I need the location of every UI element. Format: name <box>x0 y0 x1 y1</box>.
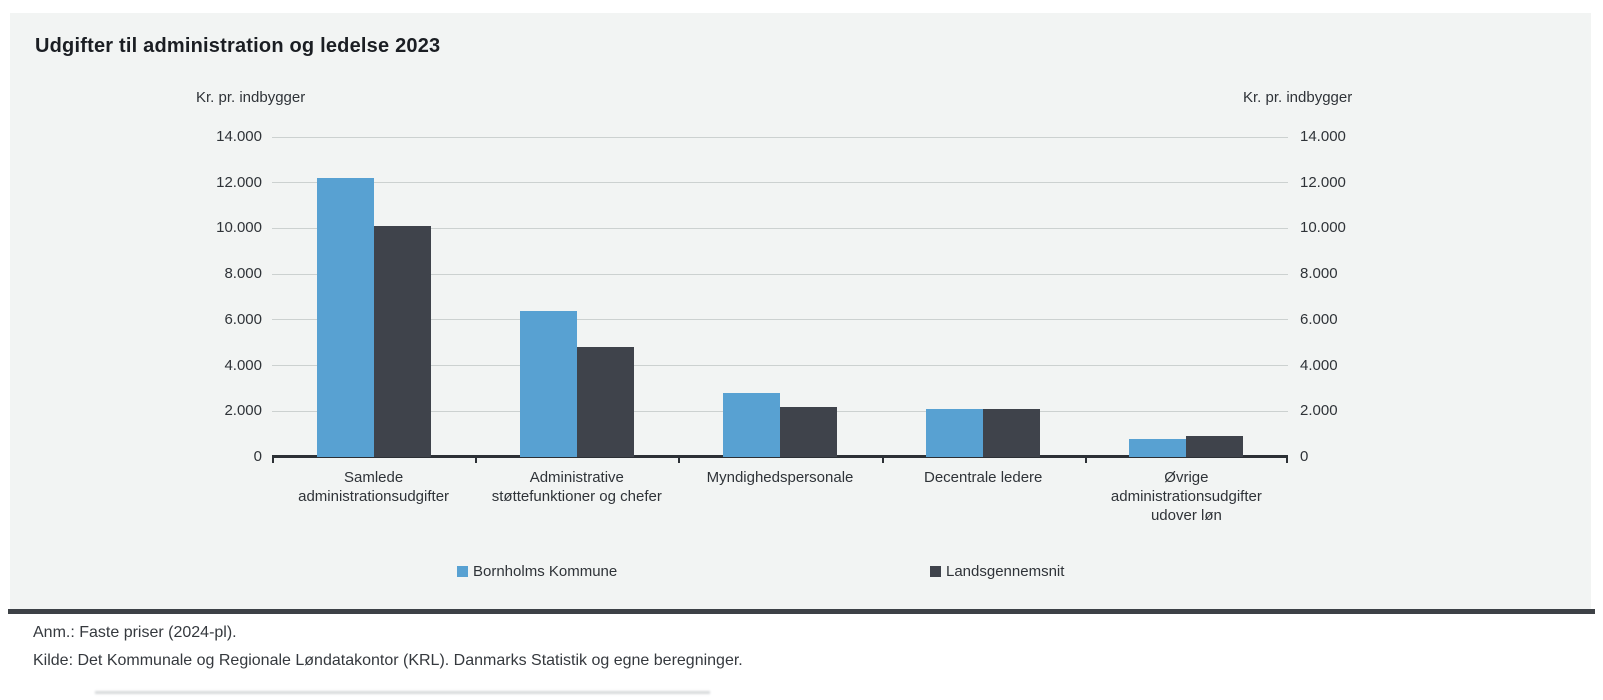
bar-landsgennemsnit-3 <box>983 409 1041 457</box>
legend-label-landsgennemsnit: Landsgennemsnit <box>946 563 1065 580</box>
bar-landsgennemsnit-2 <box>780 406 837 457</box>
footnote-note: Anm.: Faste priser (2024-pl). <box>33 624 237 641</box>
y-tick-label-right: 6.000 <box>1300 310 1338 328</box>
legend-item-bornholms-kommune: Bornholms Kommune <box>457 563 617 580</box>
y-tick-label-left: 2.000 <box>224 402 262 420</box>
y-tick-label-left: 10.000 <box>216 219 262 237</box>
x-axis-category-label: Myndighedspersonale <box>706 469 854 486</box>
y-tick-label-right: 12.000 <box>1300 173 1346 191</box>
footnote-source: Kilde: Det Kommunale og Regionale Løndat… <box>33 652 743 669</box>
chart-card: Udgifter til administration og ledelse 2… <box>10 13 1591 609</box>
y-tick-label-left: 14.000 <box>216 128 262 145</box>
y-axis-label-left: Kr. pr. indbygger <box>196 89 306 106</box>
gridline <box>272 273 1288 275</box>
legend-swatch-bornholms-kommune <box>457 566 468 577</box>
gridline <box>272 182 1288 184</box>
bar-bornholms-kommune-3 <box>926 409 984 457</box>
legend-item-landsgennemsnit: Landsgennemsnit <box>930 563 1064 580</box>
x-axis-tick <box>882 457 884 463</box>
x-axis-tick <box>678 457 680 463</box>
divider-line <box>8 609 1595 614</box>
x-axis-tick <box>1085 457 1087 463</box>
y-tick-label-right: 14.000 <box>1300 128 1346 145</box>
y-axis-label-right: Kr. pr. indbygger <box>1243 89 1353 106</box>
x-axis-category-label: Administrative støttefunktioner og chefe… <box>491 469 662 505</box>
bar-landsgennemsnit-4 <box>1186 436 1244 457</box>
y-tick-label-right: 4.000 <box>1300 356 1338 374</box>
bar-bornholms-kommune-0 <box>316 178 374 457</box>
legend-label-bornholms-kommune: Bornholms Kommune <box>473 563 618 580</box>
bar-bornholms-kommune-2 <box>723 393 780 457</box>
bar-bornholms-kommune-1 <box>519 310 577 457</box>
bar-bornholms-kommune-4 <box>1129 438 1187 457</box>
y-tick-label-left: 12.000 <box>216 173 262 191</box>
gridline <box>272 227 1288 229</box>
y-tick-label-left: 4.000 <box>224 356 262 374</box>
y-tick-label-right: 0 <box>1300 448 1309 465</box>
legend-swatch-landsgennemsnit <box>930 566 941 577</box>
gridline <box>272 365 1288 367</box>
x-axis-category-label: Øvrige administrationsudgifter udover lø… <box>1110 469 1262 524</box>
y-tick-label-left: 8.000 <box>224 265 262 283</box>
y-tick-label-right: 2.000 <box>1300 402 1338 420</box>
plot-area: 0 0 2.000 2.000 4.000 4.000 6.000 6.000 8.000 8.0… <box>216 128 1346 524</box>
x-axis-tick <box>475 457 477 463</box>
y-tick-label-right: 8.000 <box>1300 265 1338 283</box>
scan-artifact-line <box>95 691 710 694</box>
y-tick-label-right: 10.000 <box>1300 219 1346 237</box>
x-axis-tick <box>1286 457 1288 463</box>
bar-landsgennemsnit-1 <box>576 347 634 457</box>
bar-landsgennemsnit-0 <box>373 226 431 457</box>
y-tick-label-left: 0 <box>253 448 262 465</box>
y-tick-label-left: 6.000 <box>224 310 262 328</box>
gridline <box>272 136 1288 138</box>
x-axis-category-label: Decentrale ledere <box>923 469 1043 486</box>
gridline <box>272 319 1288 321</box>
x-axis-tick <box>272 457 274 463</box>
chart-title: Udgifter til administration og ledelse 2… <box>35 35 441 57</box>
x-axis-category-label: Samlede administrationsudgifter <box>298 469 450 505</box>
